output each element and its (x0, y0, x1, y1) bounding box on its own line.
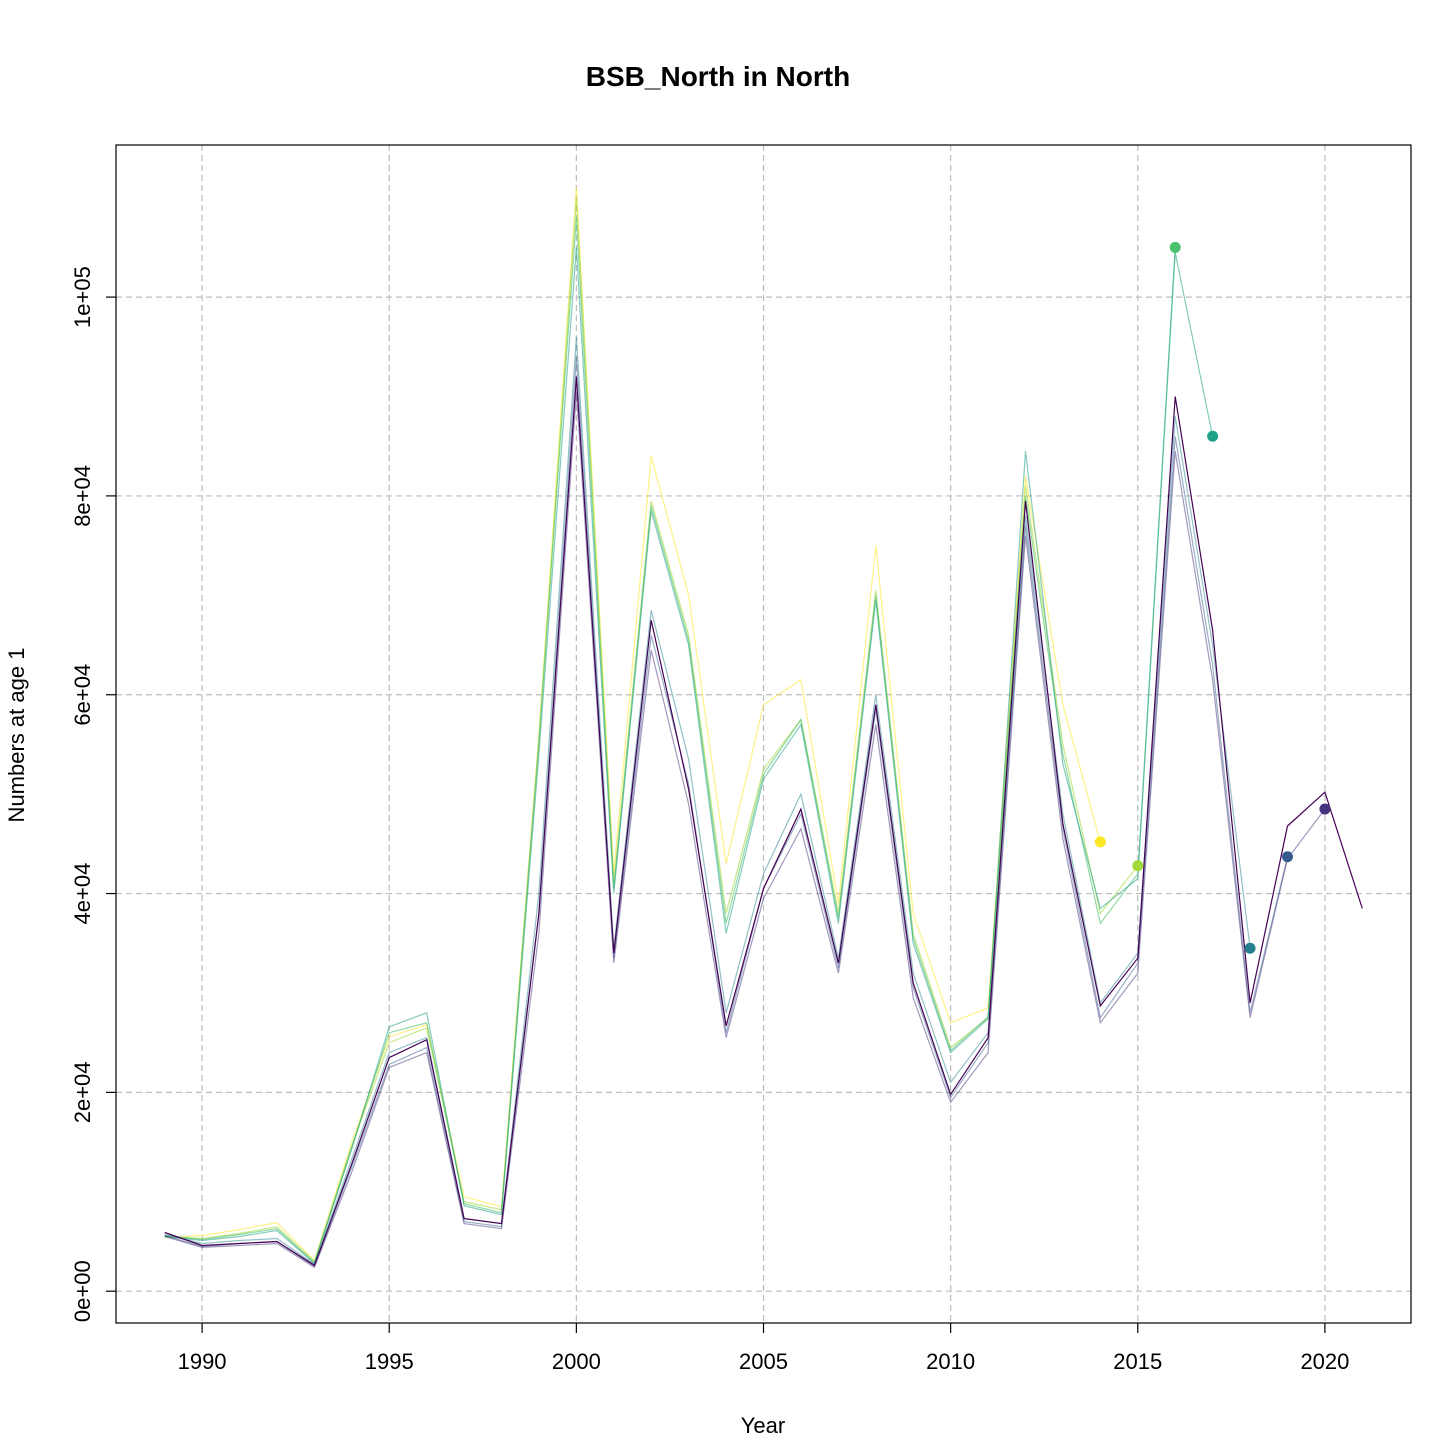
series-line-6 (164, 356, 1289, 1268)
grid-lines (116, 145, 1411, 1323)
y-axis: 0e+00 2e+04 4e+04 6e+04 8e+04 1e+05 (70, 266, 116, 1322)
chart-title: BSB_North in North (586, 61, 850, 92)
series-point-2 (1132, 860, 1144, 872)
series-point-3 (1169, 241, 1181, 253)
x-tick-label: 2000 (552, 1349, 601, 1374)
series-line-7 (164, 391, 1326, 1269)
y-tick-label: 8e+04 (70, 465, 95, 527)
x-axis: 1990 1995 2000 2005 2010 2015 2020 (178, 1323, 1349, 1374)
y-tick-label: 2e+04 (70, 1061, 95, 1123)
series-line-8 (164, 376, 1363, 1267)
y-tick-label: 1e+05 (70, 266, 95, 328)
series-point-7 (1319, 803, 1331, 815)
y-axis-label: Numbers at age 1 (4, 648, 29, 823)
series-line-3 (164, 217, 1176, 1264)
series-line-1 (164, 187, 1101, 1262)
x-axis-label: Year (741, 1413, 785, 1438)
series-point-6 (1281, 851, 1293, 863)
series-point-4 (1207, 430, 1219, 442)
series-point-1 (1094, 836, 1106, 848)
x-tick-label: 2005 (739, 1349, 788, 1374)
series-point-5 (1244, 942, 1256, 954)
y-tick-label: 0e+00 (70, 1260, 95, 1322)
series-line-5 (164, 336, 1251, 1266)
y-tick-label: 6e+04 (70, 664, 95, 726)
series-line-2 (164, 197, 1139, 1263)
x-tick-label: 2010 (926, 1349, 975, 1374)
x-tick-label: 1995 (365, 1349, 414, 1374)
series-lines (164, 187, 1363, 1269)
x-tick-label: 2020 (1300, 1349, 1349, 1374)
y-tick-label: 4e+04 (70, 863, 95, 925)
x-tick-label: 2015 (1113, 1349, 1162, 1374)
x-tick-label: 1990 (178, 1349, 227, 1374)
series-points (1094, 241, 1331, 954)
series-line-4 (164, 247, 1214, 1265)
